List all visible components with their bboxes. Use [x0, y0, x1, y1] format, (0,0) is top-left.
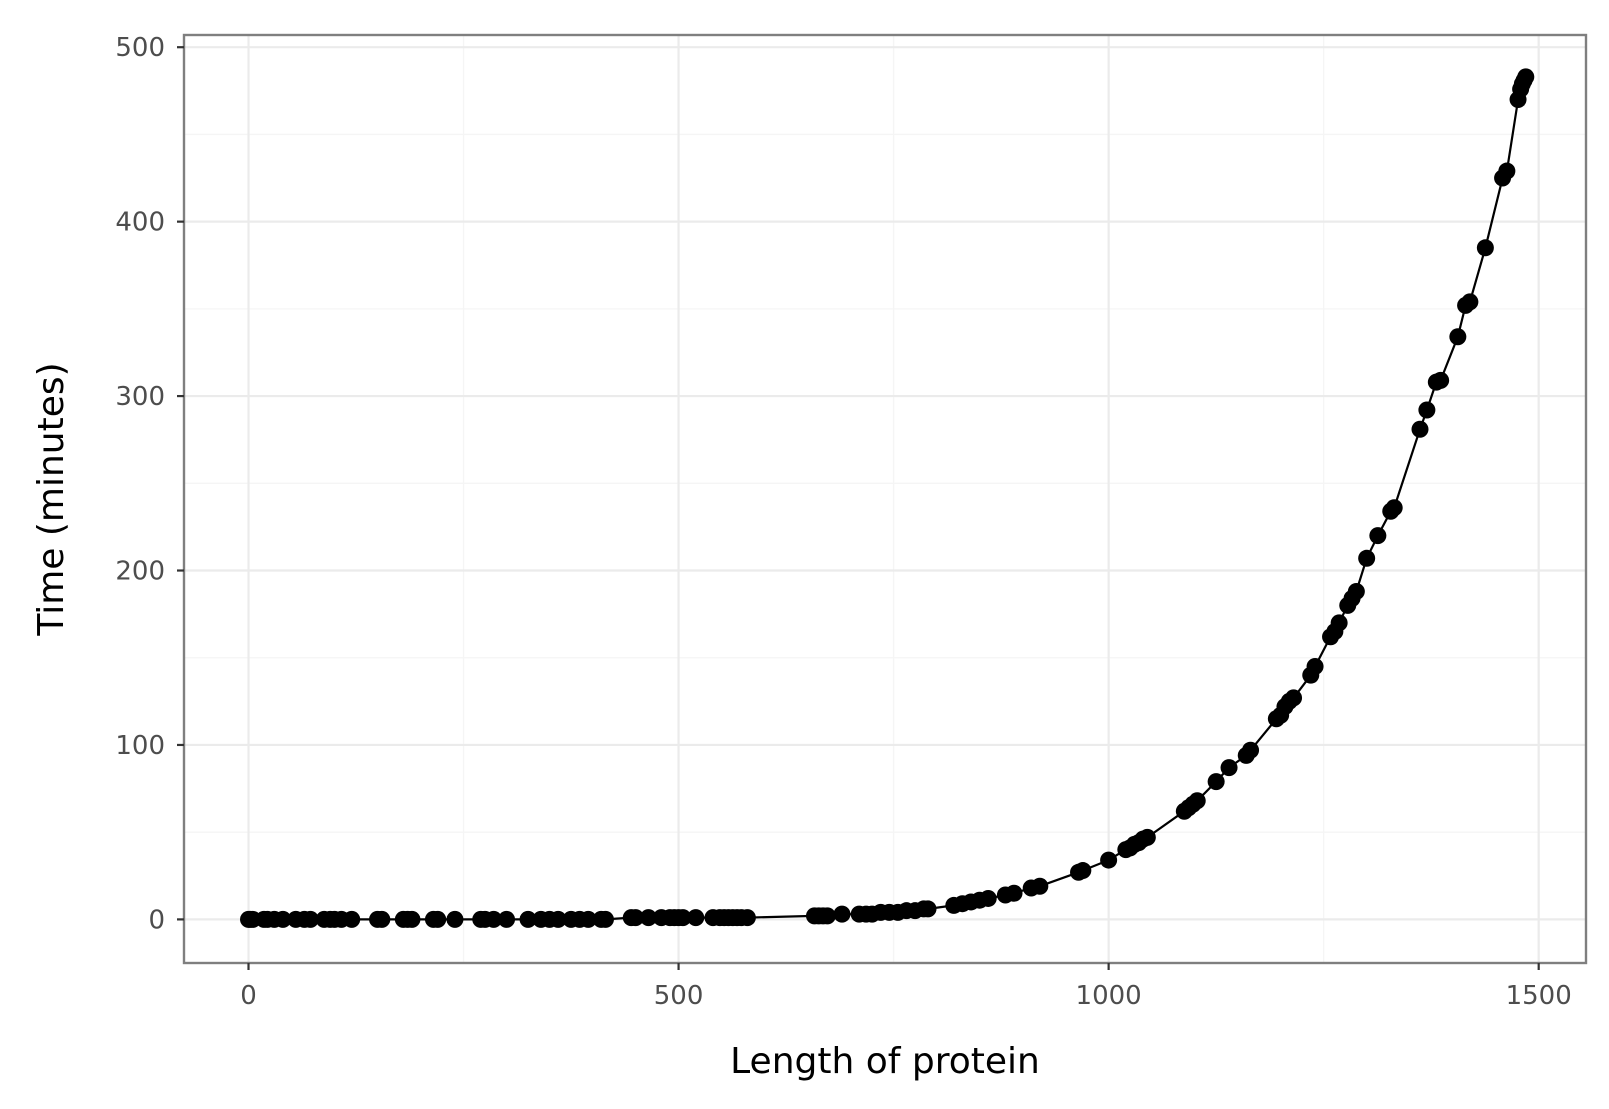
data-point	[1306, 657, 1324, 675]
data-point	[596, 910, 614, 928]
y-axis-title: Time (minutes)	[31, 362, 72, 636]
major-gridlines	[184, 35, 1586, 963]
data-point	[1100, 851, 1118, 869]
x-axis-title: Length of protein	[730, 1041, 1040, 1082]
data-point	[979, 889, 997, 907]
x-tick-label: 0	[240, 981, 257, 1011]
data-point	[1369, 527, 1387, 545]
data-point	[1005, 884, 1023, 902]
data-point	[1461, 293, 1479, 311]
minor-gridlines	[184, 35, 1586, 963]
data-point	[274, 910, 292, 928]
data-point	[919, 900, 937, 918]
data-point	[833, 905, 851, 923]
y-tick-label: 300	[115, 382, 165, 412]
data-point	[687, 909, 705, 927]
data-point	[1138, 828, 1156, 846]
data-point	[1242, 741, 1260, 759]
x-tick-label: 1500	[1506, 981, 1572, 1011]
data-point	[738, 909, 756, 927]
data-point	[1031, 877, 1049, 895]
data-point	[485, 910, 503, 928]
data-point	[519, 910, 537, 928]
data-point	[1418, 401, 1436, 419]
data-point	[1188, 792, 1206, 810]
axis-ticks	[177, 46, 1540, 970]
y-tick-label: 400	[115, 208, 165, 238]
data-point	[674, 909, 692, 927]
y-tick-label: 0	[148, 905, 165, 935]
data-point	[579, 910, 597, 928]
data-point	[373, 910, 391, 928]
data-point	[1285, 689, 1303, 707]
data-point	[1347, 582, 1365, 600]
data-point	[1220, 759, 1238, 777]
y-tick-label: 200	[115, 557, 165, 587]
data-point	[1074, 862, 1092, 880]
series-layer	[240, 68, 1535, 928]
x-tick-label: 1000	[1076, 981, 1142, 1011]
y-tick-labels: 0 100 200 300 400 500	[115, 33, 165, 935]
x-tick-labels: 0 500 1000 1500	[240, 981, 1572, 1011]
data-point	[818, 907, 836, 925]
data-point	[1498, 162, 1516, 180]
data-point	[1207, 773, 1225, 791]
y-tick-label: 500	[115, 33, 165, 63]
x-tick-label: 500	[654, 981, 704, 1011]
data-point	[549, 910, 567, 928]
data-point	[1432, 371, 1450, 389]
data-point	[627, 909, 645, 927]
y-tick-label: 100	[115, 731, 165, 761]
data-point	[1358, 549, 1376, 567]
data-point	[1385, 499, 1403, 517]
data-point	[1476, 239, 1494, 257]
data-point	[498, 910, 516, 928]
data-point	[429, 910, 447, 928]
data-point	[1517, 68, 1535, 86]
data-point	[1330, 614, 1348, 632]
data-point	[639, 909, 657, 927]
data-point	[1449, 328, 1467, 346]
data-point	[446, 910, 464, 928]
data-point	[301, 910, 319, 928]
panel-border	[182, 33, 1588, 965]
data-point	[343, 910, 361, 928]
data-point	[403, 910, 421, 928]
data-point	[1411, 420, 1429, 438]
